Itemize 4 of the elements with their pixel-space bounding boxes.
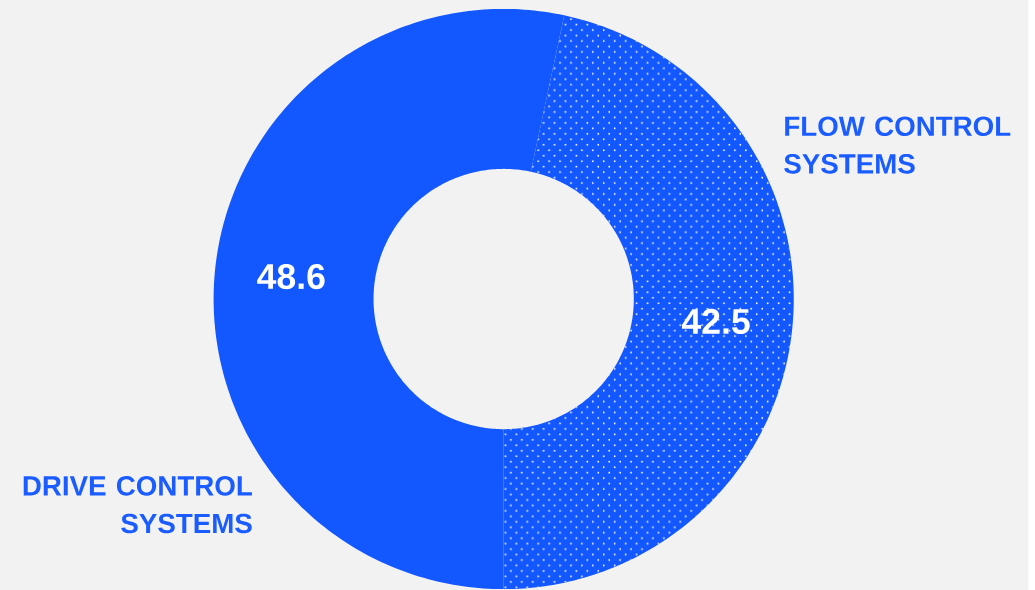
data-label: 42.5 (681, 308, 750, 334)
data-label: 48.6 (257, 263, 325, 290)
slice-label: FLOW CONTROL SYSTEMS (784, 116, 1011, 174)
slice-label: DRIVE CONTROL SYSTEMS (23, 476, 252, 534)
